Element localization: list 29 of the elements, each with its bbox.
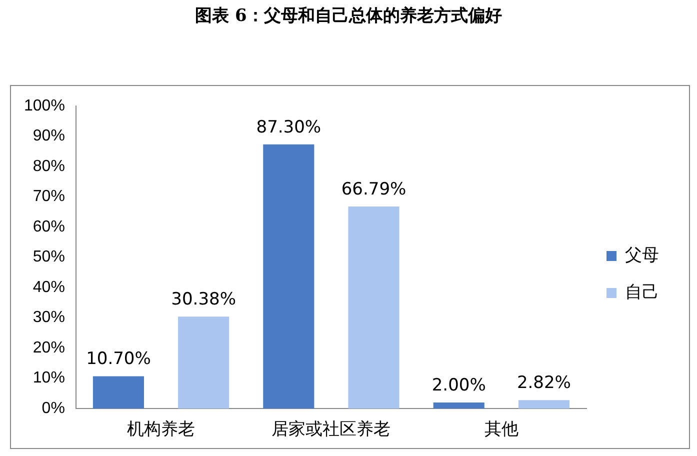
bar [92, 376, 144, 409]
y-tick-label: 70% [32, 188, 65, 206]
data-label: 2.82% [516, 372, 571, 393]
y-tick-label: 40% [32, 278, 65, 296]
bar [348, 206, 400, 409]
y-tick-label: 20% [32, 339, 65, 356]
y-tick-label: 50% [32, 248, 65, 266]
data-label: 87.30% [256, 117, 322, 138]
y-tick-label: 60% [32, 218, 65, 236]
bar [433, 402, 484, 409]
data-label: 66.79% [341, 179, 406, 200]
data-label: 10.70% [86, 349, 151, 370]
y-tick-label: 100% [24, 97, 65, 114]
y-tick-label: 90% [32, 128, 65, 145]
y-tick-label: 30% [32, 309, 65, 326]
y-tick-label: 80% [32, 158, 65, 175]
x-tick-label: 其他 [484, 419, 518, 438]
data-label: 30.38% [171, 290, 236, 310]
legend-label: 自己 [625, 282, 659, 302]
bar [518, 400, 570, 409]
y-tick-label: 10% [32, 370, 65, 387]
legend-label: 父母 [625, 246, 659, 265]
chart-title: 图表 6：父母和自己总体的养老方式偏好 [194, 5, 503, 27]
data-label: 2.00% [432, 375, 486, 396]
y-tick-label: 0% [42, 400, 65, 418]
bar [263, 144, 314, 409]
x-tick-label: 居家或社区养老 [272, 419, 391, 438]
x-tick-label: 机构养老 [127, 419, 196, 438]
bar [178, 316, 230, 409]
